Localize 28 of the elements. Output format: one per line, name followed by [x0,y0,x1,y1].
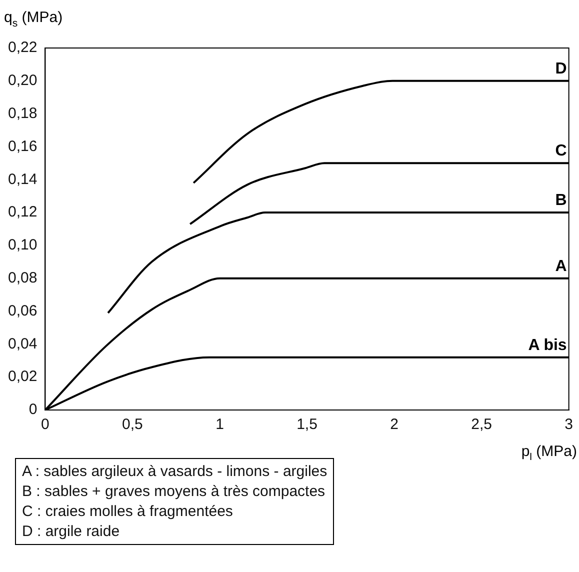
series-label: A bis [528,336,567,354]
series-label: C [555,142,568,160]
y-tick-label: 0,22 [8,39,38,56]
text: B : sables + graves moyens à très compactes [22,482,326,502]
x-tick-label: 3 [564,416,573,434]
text: C : craies molles à fragmentées [22,502,234,522]
series-label: D [555,60,567,78]
series-label: B [555,192,567,209]
y-tick-label: 0,18 [8,104,38,122]
y-tick-label: 0,04 [8,335,38,352]
text: D : argile raide [22,522,121,542]
x-tick-label: 1 [216,416,224,434]
text: A : sables argileux à vasards - limons - argiles [22,462,328,482]
series-label: A [555,258,568,275]
y-tick-label: 0,14 [8,170,38,188]
y-tick-label: 0,10 [8,236,38,254]
y-tick-label: 0,12 [8,204,38,221]
y-tick-label: 0,02 [8,368,38,386]
y-tick-label: 0,08 [8,270,38,287]
x-tick-label: 0,5 [122,416,143,434]
y-tick-label: 0,20 [8,72,38,90]
x-tick-label: 2,5 [471,416,492,434]
y-tick-label: 0 [28,401,38,418]
y-tick-label: 0,06 [8,302,38,320]
x-tick-label: 1,5 [296,416,318,434]
x-tick-label: 2 [390,416,398,434]
x-tick-label: 0 [41,416,50,434]
y-tick-label: 0,16 [8,138,38,155]
